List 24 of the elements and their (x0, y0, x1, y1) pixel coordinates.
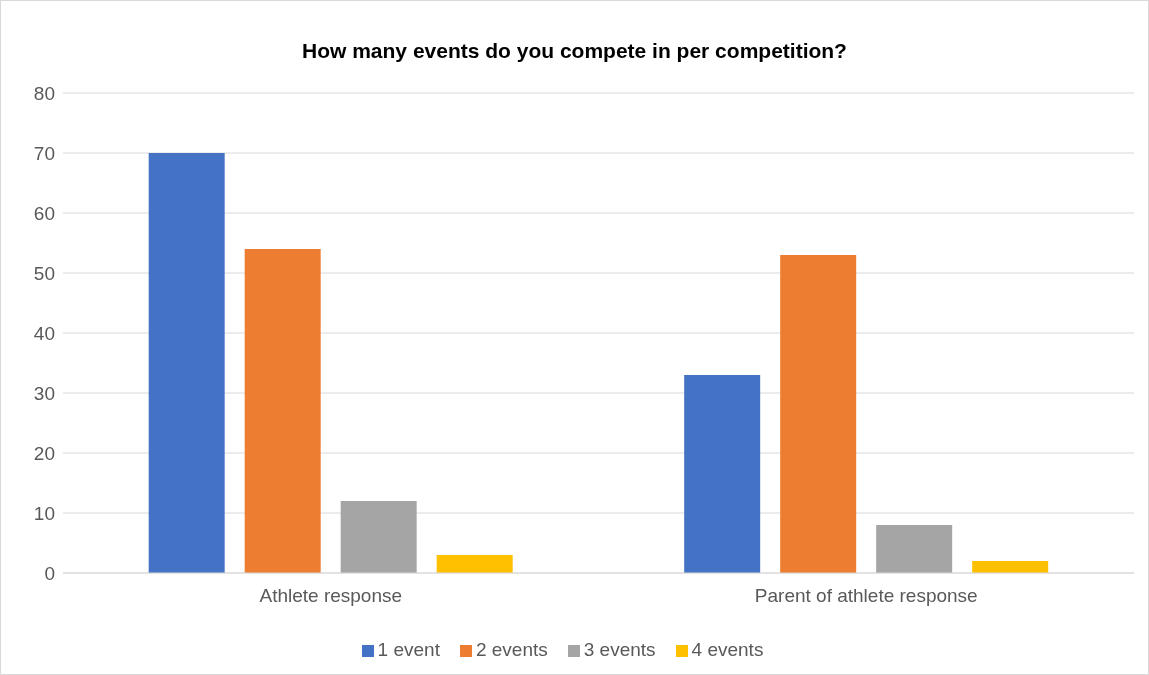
y-tick-label: 10 (33, 502, 55, 524)
x-tick-label: Parent of athlete response (754, 585, 978, 607)
legend-label: 2 events (475, 639, 548, 660)
bar (148, 153, 225, 573)
legend-label: 3 events (583, 639, 656, 660)
legend-label: 4 events (691, 639, 764, 660)
y-tick-label: 20 (33, 442, 55, 464)
y-tick-label: 60 (33, 202, 55, 224)
bar (436, 555, 513, 573)
legend-label: 1 event (377, 639, 440, 660)
y-tick-label: 30 (33, 382, 55, 404)
bar (876, 525, 953, 573)
y-tick-label: 50 (33, 262, 55, 284)
x-tick-label: Athlete response (259, 585, 403, 607)
chart-title: How many events do you compete in per competition? (301, 39, 848, 63)
bar (780, 255, 857, 573)
bar (684, 375, 761, 573)
y-tick-label: 80 (33, 82, 55, 104)
y-tick-label: 0 (44, 562, 55, 584)
bar (972, 561, 1049, 573)
bar (244, 249, 321, 573)
bar (340, 501, 417, 573)
y-tick-label: 40 (33, 322, 55, 344)
y-tick-label: 70 (33, 142, 55, 164)
